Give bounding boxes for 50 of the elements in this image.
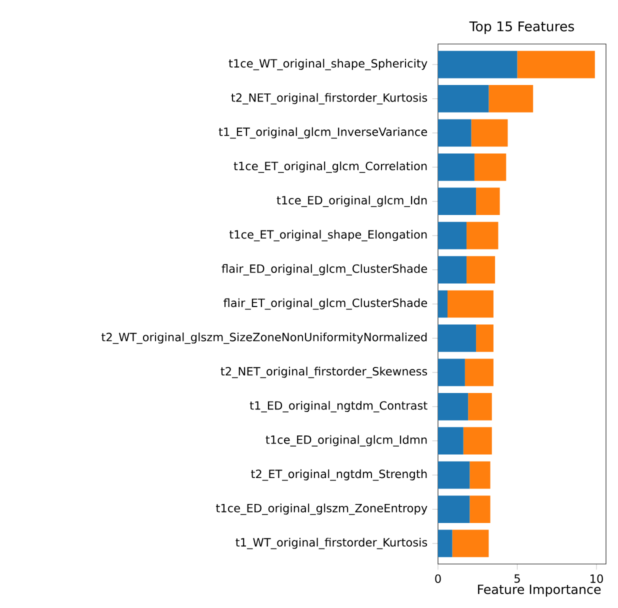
bar (438, 530, 452, 558)
x-tick-label: 0 (435, 574, 441, 583)
x-tick-label: 5 (514, 574, 520, 583)
bar (470, 496, 490, 523)
x-tick-label: 10 (590, 574, 603, 583)
bar (466, 222, 498, 250)
y-tick-label: flair_ED_original_glcm_ClusterShade (222, 264, 428, 276)
chart-title: Top 15 Features (469, 21, 574, 34)
bar (438, 119, 472, 147)
y-tick-label: t1ce_WT_original_shape_Sphericity (228, 58, 428, 70)
bar (488, 85, 534, 112)
y-tick-label: t2_NET_original_firstorder_Skewness (220, 366, 428, 378)
bar (466, 256, 496, 284)
bar (470, 461, 490, 489)
bar (438, 85, 489, 112)
bar (448, 290, 494, 318)
y-tick-label: t1ce_ET_original_glcm_Correlation (234, 162, 427, 173)
bar (464, 358, 494, 386)
y-tick-label: t1_ED_original_ngtdm_Contrast (250, 400, 428, 412)
bar (474, 153, 506, 181)
bar (463, 427, 492, 455)
bar (438, 392, 468, 420)
y-tick-label: flair_ET_original_glcm_ClusterShade (224, 298, 428, 310)
y-tick-label: t1ce_ED_original_glcm_Idn (276, 196, 427, 208)
bar (476, 188, 500, 216)
bar (438, 427, 464, 455)
bar (471, 119, 508, 147)
bar (476, 324, 494, 352)
bar (438, 222, 467, 250)
bar (438, 358, 465, 386)
bar (438, 153, 474, 181)
bar (452, 530, 489, 558)
bar (517, 50, 595, 78)
bar (438, 324, 476, 352)
y-tick-label: t2_WT_original_glszm_SizeZoneNonUniformityNormalized (102, 332, 427, 344)
bar (438, 50, 518, 78)
bar (468, 392, 492, 420)
bar (438, 188, 476, 216)
y-tick-label: t2_NET_original_firstorder_Kurtosis (231, 93, 428, 104)
bar (438, 256, 467, 284)
bar (438, 461, 470, 489)
y-tick-label: t1ce_ET_original_shape_Elongation (229, 230, 427, 242)
y-tick-label: t2_ET_original_ngtdm_Strength (251, 469, 427, 481)
bar (438, 290, 448, 318)
y-tick-label: t1ce_ED_original_glcm_Idmn (266, 435, 427, 446)
x-axis-title: Feature Importance (478, 584, 601, 597)
y-tick-label: t1_WT_original_firstorder_Kurtosis (236, 538, 428, 550)
y-tick-label: t1_ET_original_glcm_InverseVariance (218, 127, 428, 139)
y-tick-label: t1ce_ED_original_glszm_ZoneEntropy (216, 504, 428, 515)
bar (438, 496, 470, 523)
